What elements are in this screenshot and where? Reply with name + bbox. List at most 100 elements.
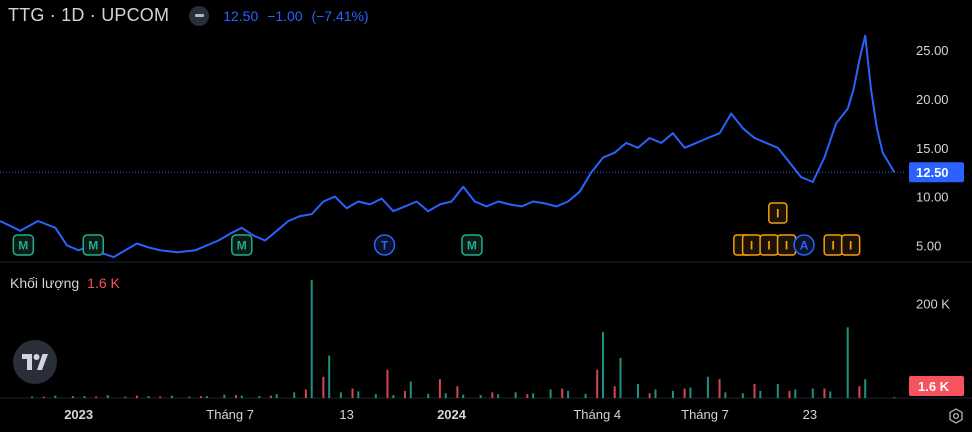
- volume-bar: [205, 396, 208, 398]
- marker-label: I: [849, 239, 852, 253]
- quote-values: 12.50 −1.00 (−7.41%): [223, 8, 373, 24]
- dividend-marker: I: [759, 234, 779, 256]
- volume-bar: [636, 383, 639, 398]
- volume-bar: [479, 395, 482, 398]
- volume-bar: [864, 379, 867, 398]
- volume-bar: [124, 396, 127, 398]
- volume-axis-tick: 200 K: [916, 297, 950, 312]
- marker-label: M: [237, 239, 247, 253]
- volume-bar: [293, 392, 296, 398]
- volume-bar: [234, 395, 237, 398]
- volume-label[interactable]: Khối lượng: [10, 275, 80, 291]
- volume-bar: [310, 280, 313, 398]
- volume-bar: [31, 396, 34, 398]
- marker-label: T: [381, 239, 389, 253]
- volume-bar: [741, 393, 744, 398]
- volume-bar: [357, 391, 360, 398]
- time-axis-tick: 2023: [64, 407, 93, 422]
- volume-bar: [829, 391, 832, 398]
- time-axis-tick: 2024: [437, 407, 467, 422]
- volume-bar: [776, 383, 779, 398]
- volume-bar: [304, 389, 307, 398]
- dividend-marker: I: [823, 234, 843, 256]
- volume-bar: [147, 396, 150, 398]
- price-axis-tick: 10.00: [916, 190, 949, 205]
- price-change-pct: (−7.41%): [311, 7, 369, 24]
- volume-bar: [200, 396, 203, 398]
- volume-bar: [549, 389, 552, 398]
- volume-bar: [322, 376, 325, 398]
- volume-bar: [135, 395, 138, 398]
- volume-bar: [584, 393, 587, 398]
- volume-bar: [619, 357, 622, 398]
- dividend-marker: I: [741, 234, 762, 256]
- price-axis-tick: 5.00: [916, 238, 941, 253]
- symbol-title[interactable]: TTG · 1D · UPCOM: [8, 5, 170, 25]
- volume-bar: [514, 392, 517, 398]
- marker-box: [461, 234, 483, 256]
- volume-value: 1.6 K: [87, 275, 120, 291]
- volume-bar: [223, 394, 226, 398]
- dividend-marker: I: [840, 234, 861, 256]
- volume-bar: [71, 396, 74, 398]
- volume-bar: [823, 388, 826, 398]
- volume-bar: [427, 393, 430, 398]
- time-axis-tick: Tháng 7: [206, 407, 254, 422]
- volume-bar: [648, 393, 651, 398]
- volume-bar: [706, 376, 709, 398]
- volume-bar: [54, 395, 57, 398]
- volume-legend: Khối lượng 1.6 K: [10, 275, 120, 291]
- volume-bar: [567, 390, 570, 398]
- price-axis-tick: 25.00: [916, 43, 949, 58]
- price-change: −1.00: [267, 7, 303, 24]
- dividend-marker: I: [768, 202, 788, 224]
- news-marker: A: [793, 234, 815, 256]
- tradingview-logo-icon[interactable]: [13, 340, 57, 384]
- volume-bar: [95, 396, 98, 398]
- marker-label: M: [18, 239, 28, 253]
- volume-bar: [240, 395, 243, 398]
- volume-bar: [561, 388, 564, 398]
- volume-bar: [83, 396, 86, 398]
- volume-badge: [909, 376, 964, 396]
- volume-bar: [403, 390, 406, 398]
- time-axis-tick: 23: [803, 407, 817, 422]
- volume-bar: [689, 387, 692, 398]
- volume-bar: [188, 396, 191, 398]
- earnings-marker: M: [82, 234, 104, 256]
- volume-bar: [328, 355, 331, 398]
- gear-icon[interactable]: [948, 408, 964, 424]
- marker-box: [82, 234, 104, 256]
- volume-bar: [170, 395, 173, 398]
- volume-bar: [497, 394, 500, 398]
- volume-bar: [532, 393, 535, 398]
- volume-bar: [386, 369, 389, 398]
- marker-label: I: [750, 239, 753, 253]
- earnings-marker: M: [231, 234, 253, 256]
- marker-label: I: [767, 239, 770, 253]
- earnings-marker: M: [461, 234, 483, 256]
- volume-bar: [275, 394, 278, 398]
- volume-bar: [444, 393, 447, 398]
- volume-bar: [724, 392, 727, 398]
- marker-label: M: [88, 239, 98, 253]
- volume-bar: [409, 381, 412, 398]
- volume-bar: [491, 392, 494, 398]
- hide-legend-button[interactable]: [189, 5, 210, 26]
- marker-box: [12, 234, 35, 256]
- volume-bar: [846, 327, 849, 398]
- marker-label: A: [800, 239, 809, 253]
- legend-header: TTG · 1D · UPCOM 12.50 −1.00 (−7.41%): [8, 5, 374, 26]
- volume-bar: [718, 379, 721, 398]
- marker-box: [840, 234, 861, 256]
- volume-bar: [596, 369, 599, 398]
- volume-badge-text: 1.6 K: [918, 379, 950, 394]
- volume-bar: [374, 394, 377, 398]
- last-price-badge-text: 12.50: [916, 165, 949, 180]
- volume-bar: [456, 386, 459, 398]
- marker-box: [768, 202, 788, 224]
- volume-bar: [788, 390, 791, 398]
- volume-bar: [462, 394, 465, 398]
- last-price-badge: [909, 162, 964, 183]
